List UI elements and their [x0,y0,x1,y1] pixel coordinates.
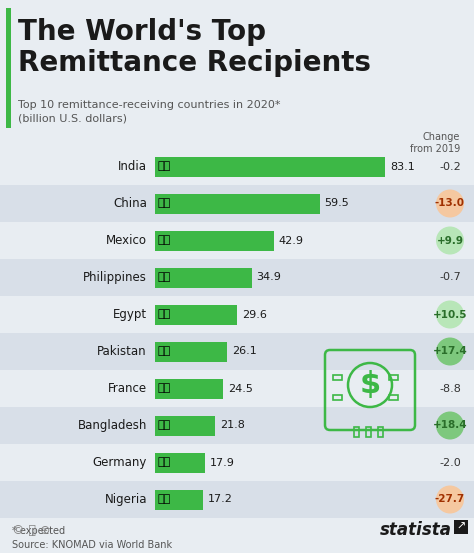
Bar [155,415,215,436]
Text: 🇧🇩: 🇧🇩 [158,420,171,430]
Bar [155,231,274,251]
Bar [389,375,398,380]
Bar [155,305,237,325]
Text: The World's Top
Remittance Recipients: The World's Top Remittance Recipients [18,18,371,77]
Text: 83.1: 83.1 [390,161,415,171]
Text: +17.4: +17.4 [433,347,467,357]
Text: * expected
Source: KNOMAD via World Bank: * expected Source: KNOMAD via World Bank [12,526,172,550]
Bar [333,395,342,400]
Text: 🇵🇰: 🇵🇰 [158,347,171,357]
Bar [0,296,474,333]
Text: Nigeria: Nigeria [104,493,147,506]
Text: Pakistan: Pakistan [97,345,147,358]
Text: China: China [113,197,147,210]
Text: India: India [118,160,147,173]
Circle shape [436,227,464,254]
Text: 🇨🇳: 🇨🇳 [158,199,171,208]
Text: -8.8: -8.8 [439,383,461,394]
Text: 🇫🇷: 🇫🇷 [158,383,171,394]
Text: +9.9: +9.9 [437,236,464,246]
Text: Top 10 remittance-receiving countries in 2020*
(billion U.S. dollars): Top 10 remittance-receiving countries in… [18,100,281,123]
Text: 34.9: 34.9 [256,273,282,283]
Bar [0,481,474,518]
Bar [155,194,319,213]
Bar [366,427,371,437]
Text: 26.1: 26.1 [232,347,257,357]
Text: Mexico: Mexico [106,234,147,247]
Text: -27.7: -27.7 [435,494,465,504]
Bar [155,156,385,176]
Text: -0.7: -0.7 [439,273,461,283]
Bar [0,185,474,222]
Bar [0,259,474,296]
Text: statista: statista [380,521,452,539]
Text: +10.5: +10.5 [433,310,467,320]
Bar [155,378,223,399]
Text: 🇲🇽: 🇲🇽 [158,236,171,246]
Circle shape [436,486,464,514]
Bar [0,222,474,259]
Text: Bangladesh: Bangladesh [78,419,147,432]
Bar [389,395,398,400]
Text: 29.6: 29.6 [242,310,267,320]
Text: 17.9: 17.9 [210,457,235,467]
Text: 21.8: 21.8 [220,420,245,430]
Circle shape [436,300,464,328]
Bar [155,452,205,472]
Text: 🇵🇭: 🇵🇭 [158,273,171,283]
Text: Egypt: Egypt [113,308,147,321]
Circle shape [436,411,464,440]
Text: Change
from 2019: Change from 2019 [410,132,460,154]
Text: ↗: ↗ [456,522,465,532]
Text: 🇳🇬: 🇳🇬 [158,494,171,504]
Text: 🇩🇪: 🇩🇪 [158,457,171,467]
Text: 42.9: 42.9 [279,236,304,246]
Text: $: $ [359,371,381,399]
Bar [155,342,227,362]
Text: 🇪🇬: 🇪🇬 [158,310,171,320]
Bar [6,8,11,128]
Bar [155,268,252,288]
Text: 59.5: 59.5 [325,199,349,208]
Text: © ⓘ ⊜: © ⓘ ⊜ [12,524,51,536]
Text: +18.4: +18.4 [433,420,467,430]
Circle shape [436,337,464,366]
Bar [0,407,474,444]
Text: 17.2: 17.2 [208,494,232,504]
Text: -0.2: -0.2 [439,161,461,171]
Text: -2.0: -2.0 [439,457,461,467]
Bar [0,444,474,481]
Bar [0,148,474,185]
Bar [454,520,468,534]
Text: -13.0: -13.0 [435,199,465,208]
Bar [378,427,383,437]
Bar [333,375,342,380]
Bar [354,427,359,437]
Text: 24.5: 24.5 [228,383,253,394]
Text: 🇮🇳: 🇮🇳 [158,161,171,171]
Text: Germany: Germany [92,456,147,469]
Bar [155,489,202,509]
Bar [0,333,474,370]
Circle shape [436,190,464,217]
Bar [0,370,474,407]
Text: Philippines: Philippines [83,271,147,284]
Text: France: France [108,382,147,395]
